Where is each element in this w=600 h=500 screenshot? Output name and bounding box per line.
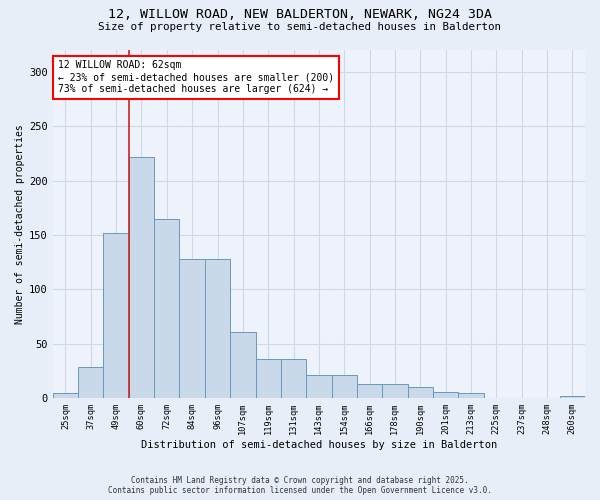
Text: Size of property relative to semi-detached houses in Balderton: Size of property relative to semi-detach… bbox=[98, 22, 502, 32]
Bar bbox=[256, 359, 281, 398]
Bar bbox=[560, 396, 585, 398]
Bar bbox=[129, 156, 154, 398]
Bar bbox=[433, 392, 458, 398]
Bar bbox=[179, 259, 205, 398]
Bar bbox=[53, 392, 78, 398]
Bar bbox=[205, 259, 230, 398]
Bar bbox=[78, 366, 103, 398]
Bar bbox=[281, 359, 306, 398]
Bar bbox=[332, 375, 357, 398]
Text: 12 WILLOW ROAD: 62sqm
← 23% of semi-detached houses are smaller (200)
73% of sem: 12 WILLOW ROAD: 62sqm ← 23% of semi-deta… bbox=[58, 60, 334, 94]
X-axis label: Distribution of semi-detached houses by size in Balderton: Distribution of semi-detached houses by … bbox=[141, 440, 497, 450]
Bar bbox=[230, 332, 256, 398]
Y-axis label: Number of semi-detached properties: Number of semi-detached properties bbox=[15, 124, 25, 324]
Bar bbox=[382, 384, 407, 398]
Bar bbox=[458, 392, 484, 398]
Text: Contains HM Land Registry data © Crown copyright and database right 2025.
Contai: Contains HM Land Registry data © Crown c… bbox=[108, 476, 492, 495]
Bar bbox=[103, 232, 129, 398]
Bar bbox=[407, 387, 433, 398]
Bar bbox=[306, 375, 332, 398]
Bar bbox=[357, 384, 382, 398]
Text: 12, WILLOW ROAD, NEW BALDERTON, NEWARK, NG24 3DA: 12, WILLOW ROAD, NEW BALDERTON, NEWARK, … bbox=[108, 8, 492, 20]
Bar bbox=[154, 218, 179, 398]
